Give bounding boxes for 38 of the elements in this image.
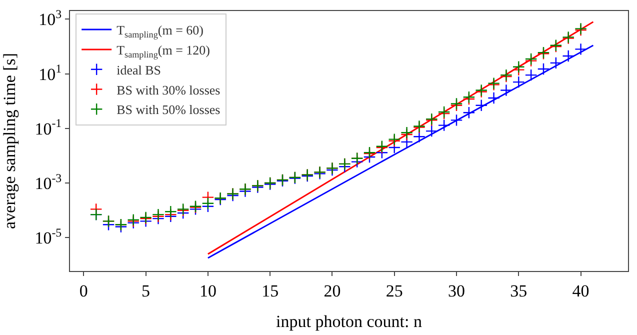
point [524, 68, 538, 82]
x-tick-label: 35 [510, 281, 528, 300]
y-axis-title: average sampling time [s] [0, 52, 19, 230]
point [574, 42, 587, 56]
point [488, 92, 500, 104]
x-tick-label: 25 [386, 281, 403, 300]
point [475, 99, 488, 112]
y-tick-label: 10$^{-3}$ [34, 170, 62, 193]
point [425, 124, 438, 138]
y-tick-label: 10$^{-5}$ [34, 225, 62, 248]
x-axis-title: input photon count: n [276, 312, 422, 331]
x-tick-label: 10 [199, 281, 216, 300]
point [562, 50, 575, 62]
point [500, 84, 512, 96]
y-tick-label: 10$^{3}$ [38, 7, 62, 30]
y-tick-label: 10$^{-1}$ [34, 116, 62, 138]
x-tick-label: 15 [262, 281, 279, 300]
point [413, 130, 426, 143]
x-tick-label: 30 [448, 281, 465, 300]
point [462, 106, 476, 119]
point [512, 60, 525, 74]
x-tick-label: 40 [572, 281, 590, 300]
legend-label: T$_{sampling}$(m = 120) [116, 42, 210, 60]
point [450, 114, 463, 126]
point [550, 56, 562, 70]
point [537, 62, 550, 76]
legend-label: ideal BS [116, 62, 161, 78]
legend-label: BS with 30% losses [116, 82, 220, 98]
point [512, 76, 525, 88]
legend-label: T$_{sampling}$(m = 60) [116, 22, 204, 40]
x-tick-label: 0 [79, 281, 88, 300]
point [202, 197, 214, 210]
point [164, 205, 177, 218]
legend-label: BS with 50% losses [116, 102, 220, 118]
point [438, 119, 450, 132]
x-tick-label: 20 [324, 281, 341, 300]
x-tick-label: 5 [142, 281, 150, 300]
y-tick-label: 10$^{1}$ [38, 62, 62, 84]
